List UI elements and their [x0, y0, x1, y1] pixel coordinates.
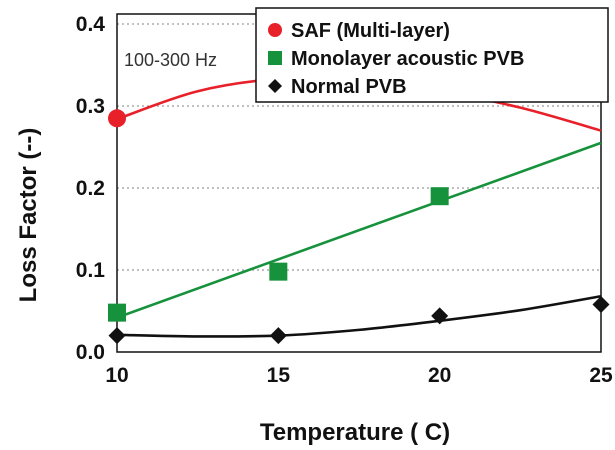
data-point-diamond — [108, 327, 126, 345]
x-tick-label: 15 — [267, 364, 291, 387]
legend-label-square: Monolayer acoustic PVB — [291, 48, 524, 70]
x-axis-title: Temperature ( C) — [260, 419, 450, 446]
legend-label-diamond: Normal PVB — [291, 76, 407, 98]
y-axis-title: Loss Factor (--) — [15, 128, 42, 303]
series-line-square — [116, 141, 602, 319]
legend-marker-diamond — [268, 79, 282, 93]
y-tick-label: 0.3 — [76, 95, 105, 118]
annotation-background — [120, 45, 246, 73]
data-point-diamond — [431, 307, 449, 325]
data-point-square — [269, 262, 288, 281]
frequency-annotation: 100-300 Hz — [124, 50, 217, 70]
x-tick-label: 10 — [105, 364, 128, 387]
data-point-square — [108, 303, 126, 322]
y-tick-label: 0.1 — [76, 259, 106, 282]
data-point-diamond — [269, 327, 287, 345]
y-tick-label: 0.2 — [76, 177, 105, 200]
legend-box — [255, 7, 609, 103]
data-point-circle — [108, 109, 126, 128]
y-tick-label: 0.0 — [76, 341, 105, 364]
x-axis-ticks: 10 15 20 25 — [105, 364, 613, 387]
series-line-diamond — [116, 294, 602, 338]
y-tick-label: 0.4 — [76, 13, 106, 36]
x-tick-label: 20 — [428, 364, 451, 387]
series-curves — [116, 76, 602, 338]
data-point-square — [430, 187, 449, 206]
x-tick-label: 25 — [589, 364, 613, 387]
series-markers — [108, 69, 610, 345]
legend-label-circle: SAF (Multi-layer) — [291, 20, 450, 42]
legend: SAF (Multi-layer) Monolayer acoustic PVB N… — [255, 7, 609, 103]
legend-marker-circle — [268, 23, 282, 37]
y-axis-ticks: 0.0 0.1 0.2 0.3 0.4 — [76, 13, 106, 364]
data-point-diamond — [592, 295, 610, 313]
legend-marker-square — [268, 51, 282, 65]
